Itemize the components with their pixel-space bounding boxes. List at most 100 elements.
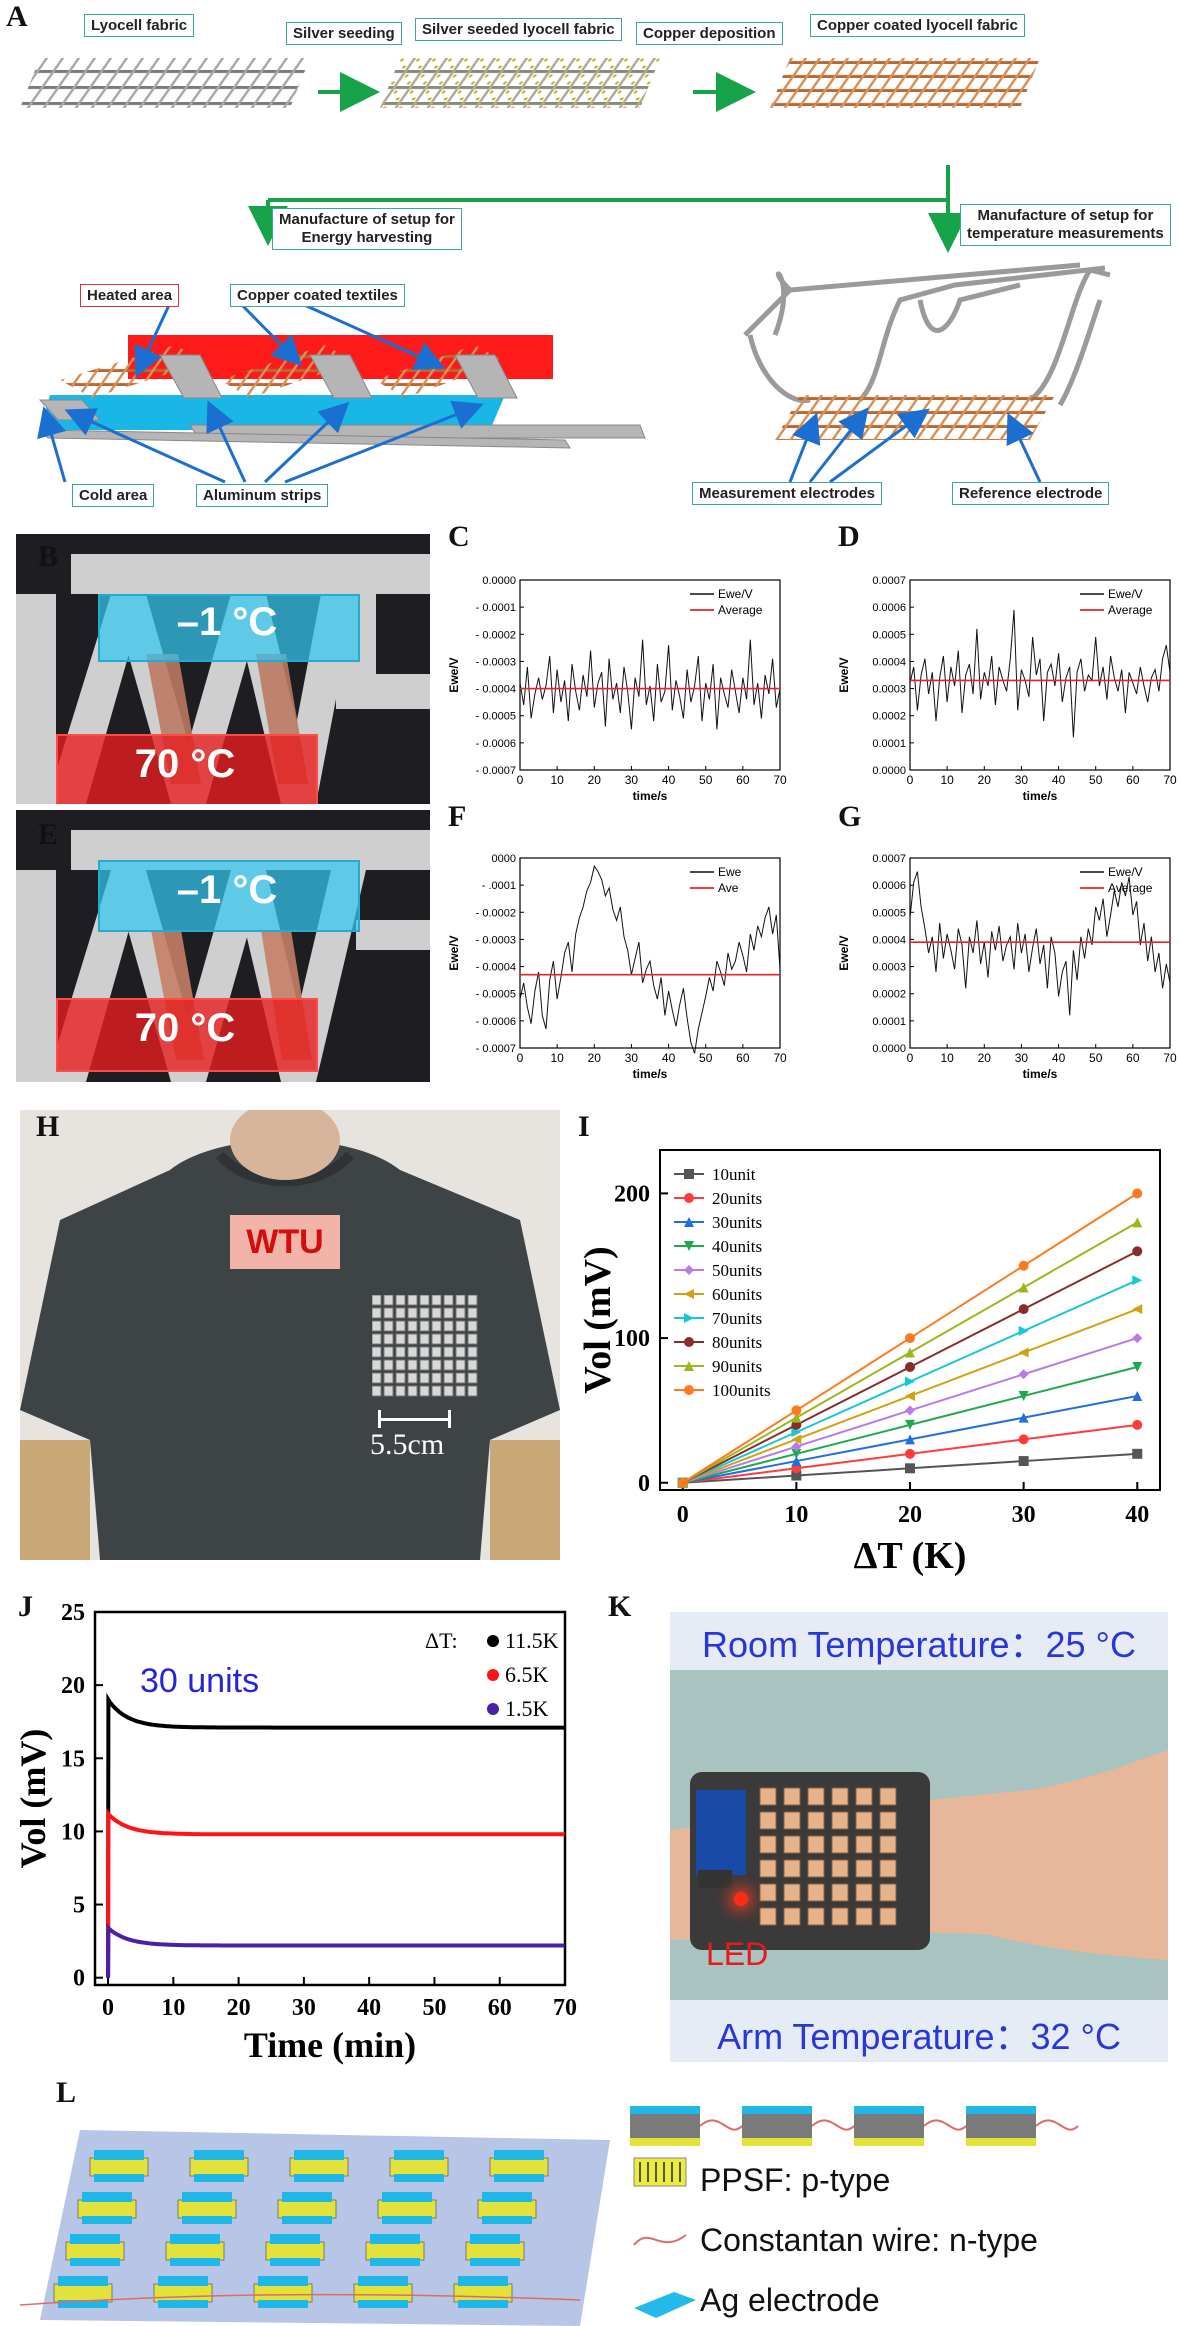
- series-marker: [905, 1362, 915, 1373]
- teg-cell: [467, 1372, 478, 1384]
- lyocell-fabric-swatch: [20, 58, 310, 108]
- copper-coated-fabric-swatch: [770, 58, 1040, 108]
- legend-average-label: Ave: [718, 881, 739, 895]
- y-tick-label: 20: [61, 1673, 85, 1699]
- panel-label-c: C: [448, 520, 470, 553]
- y-tick-label: 15: [61, 1746, 85, 1772]
- label-measurement-electrodes: Measurement electrodes: [692, 482, 882, 505]
- y-tick-label: - 0.0002: [476, 907, 516, 919]
- hot-temp-label-e: 70 °C: [134, 1006, 236, 1050]
- label-lyocell-fabric: Lyocell fabric: [84, 14, 195, 37]
- panel-h-photo: WTU 5.5cm: [20, 1110, 560, 1560]
- teg-cell: [419, 1359, 430, 1371]
- legend-ewe-label: Ewe: [718, 865, 742, 879]
- x-tick-label: 70: [1163, 773, 1177, 787]
- ag-electrode-bottom: [382, 2216, 432, 2224]
- teg-cell: [455, 1295, 466, 1306]
- unit-ppsf: [630, 2138, 700, 2146]
- room-temp-banner: Room Temperature：25 °C: [702, 1624, 1136, 1665]
- unit-core: [854, 2114, 924, 2138]
- band-cell: [783, 1835, 801, 1854]
- band-cell: [783, 1787, 801, 1806]
- label-cold-area: Cold area: [72, 484, 155, 507]
- x-tick-label: 10: [550, 773, 564, 787]
- ppsf-module: [289, 2157, 349, 2177]
- x-tick-label: 0: [907, 1051, 914, 1065]
- band-cell: [759, 1859, 777, 1878]
- series-marker: [684, 1265, 694, 1275]
- series-marker: [791, 1434, 802, 1445]
- y-tick-label: 0.0002: [872, 989, 906, 1001]
- legend-average-label: Average: [1108, 881, 1153, 895]
- plot-frame: [909, 579, 1171, 771]
- x-tick-label: 20: [588, 773, 602, 787]
- series-marker: [905, 1419, 915, 1430]
- panel-label-a: A: [6, 0, 28, 33]
- teg-cell: [443, 1346, 454, 1358]
- ag-electrode-bottom: [470, 2258, 520, 2266]
- teg-cell: [467, 1320, 478, 1332]
- label-energy-setup-line2: Energy harvesting: [301, 229, 433, 246]
- wtu-badge: WTU: [230, 1215, 340, 1269]
- teg-cell: [419, 1385, 430, 1397]
- panel-label-e: E: [38, 818, 59, 851]
- panel-label-h: H: [36, 1110, 60, 1143]
- x-tick-label: 50: [1089, 773, 1103, 787]
- band-cell: [783, 1859, 801, 1878]
- series-1.5K: 1.5K: [106, 1696, 565, 1978]
- ag-electrode-top: [394, 2150, 444, 2160]
- teg-cell: [395, 1307, 406, 1319]
- unit-wire: [811, 2119, 855, 2131]
- y-tick-label: 0.0001: [872, 1016, 906, 1028]
- series-marker: [1132, 1188, 1143, 1199]
- legend-label: 100units: [712, 1381, 771, 1400]
- label-reference-electrode: Reference electrode: [952, 482, 1110, 505]
- plot-frame: [93, 1610, 567, 1987]
- series-marker: [1018, 1456, 1029, 1467]
- constantan-wire: [20, 2293, 581, 2306]
- teg-cell: [383, 1320, 394, 1332]
- ppsf-module: [65, 2241, 125, 2261]
- teg-cell: [407, 1320, 418, 1332]
- series-100units: 100units: [674, 1188, 1143, 1488]
- teg-cell: [467, 1333, 478, 1345]
- ag-electrode-top: [182, 2192, 232, 2202]
- band-cell: [879, 1835, 897, 1854]
- x-tick-label: 40: [1052, 773, 1066, 787]
- y-tick-label: 0: [638, 1471, 650, 1497]
- band-cell: [807, 1787, 825, 1806]
- y-axis-label: Vol (mV): [20, 1729, 53, 1869]
- x-tick-label: 10: [784, 1502, 808, 1528]
- band-cell: [807, 1811, 825, 1830]
- x-tick-label: 70: [1163, 1051, 1177, 1065]
- series-marker: [684, 1385, 694, 1395]
- ppsf-module: [153, 2283, 213, 2303]
- y-tick-label: 100: [614, 1326, 650, 1352]
- legend-average-label: Average: [1108, 603, 1153, 617]
- label-energy-setup: Manufacture of setup for Energy harvesti…: [272, 208, 462, 250]
- x-tick-label: 20: [898, 1502, 922, 1528]
- series-90units: 90units: [674, 1217, 1143, 1488]
- y-tick-label: 0.0005: [872, 907, 906, 919]
- x-tick-label: 30: [292, 1995, 316, 2021]
- teg-cell: [455, 1385, 466, 1397]
- teg-cell: [395, 1372, 406, 1384]
- led-label: LED: [706, 1936, 769, 1972]
- series-marker: [1132, 1448, 1143, 1459]
- series-marker: [684, 1337, 694, 1347]
- y-tick-label: 0.0001: [872, 738, 906, 750]
- panel-k-photo: Room Temperature：25 °C LED Arm Temperatu…: [670, 1612, 1168, 2062]
- band-cell: [783, 1907, 801, 1926]
- teg-cell: [372, 1333, 382, 1345]
- legend-label: 90units: [712, 1357, 762, 1376]
- legend-label: 6.5K: [505, 1662, 549, 1687]
- teg-cell: [431, 1320, 442, 1332]
- y-tick-label: 0.0000: [872, 765, 906, 777]
- x-tick-label: 0: [517, 773, 524, 787]
- teg-cell: [383, 1307, 394, 1319]
- panel-a: A: [0, 0, 1180, 520]
- band-cell: [831, 1835, 849, 1854]
- x-tick-label: 20: [227, 1995, 251, 2021]
- series-marker: [905, 1376, 915, 1387]
- teg-cell: [419, 1320, 430, 1332]
